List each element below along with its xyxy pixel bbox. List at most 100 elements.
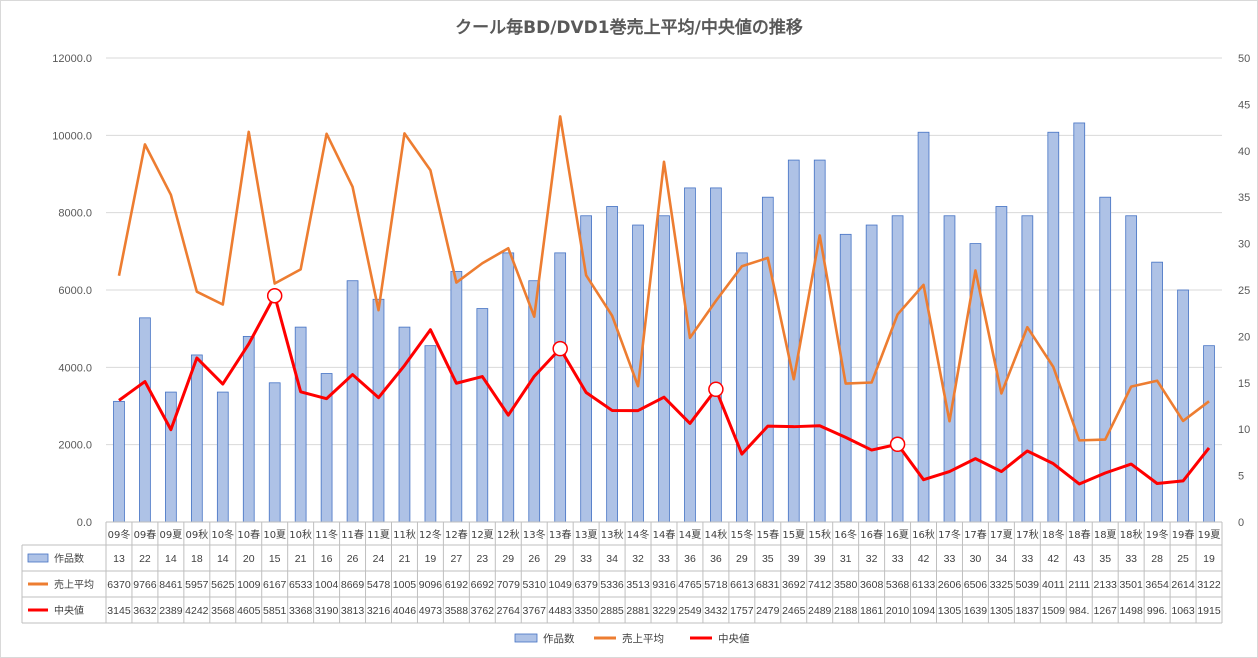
bar-count (113, 400, 125, 523)
category-label: 14夏 (679, 529, 702, 541)
table-cell: 35 (1099, 553, 1111, 565)
legend-key-bar (514, 633, 538, 643)
table-cell: 1049 (549, 579, 573, 591)
table-cell: 4605 (237, 605, 261, 617)
bar-count (1177, 289, 1189, 523)
table-cell: 19 (1203, 553, 1215, 565)
table-cell: 1267 (1094, 605, 1118, 617)
table-cell: 2606 (938, 579, 962, 591)
category-label: 19冬 (1146, 528, 1169, 541)
bar-count (761, 196, 774, 523)
bar-count (554, 252, 567, 523)
table-cell: 29 (502, 553, 514, 565)
bar-count (736, 252, 748, 523)
table-cell: 22 (139, 553, 151, 565)
table-cell: 2614 (1171, 579, 1195, 591)
table-cell: 33 (892, 553, 904, 565)
bar-count (476, 308, 489, 523)
table-cell: 33 (944, 553, 956, 565)
bar-count (502, 252, 515, 523)
table-cell: 1861 (860, 605, 884, 617)
bar-count (398, 326, 411, 523)
table-cell: 3580 (834, 579, 858, 591)
category-label: 11冬 (315, 528, 338, 541)
median-line (118, 294, 1211, 486)
category-label: 15冬 (730, 528, 753, 541)
bar-count (943, 215, 956, 523)
table-cell: 31 (840, 553, 852, 565)
table-cell: 1305 (938, 605, 962, 617)
table-cell: 5718 (704, 579, 728, 591)
table-cell: 26 (528, 553, 540, 565)
table-cell: 3350 (574, 605, 598, 617)
table-cell: 3122 (1197, 579, 1221, 591)
category-label: 13春 (549, 529, 572, 541)
table-cell: 6831 (756, 579, 780, 591)
table-cell: 6692 (471, 579, 495, 591)
right-tick-label: 0 (1238, 517, 1244, 529)
table-cell: 6370 (107, 579, 131, 591)
table-cell: 35 (762, 553, 774, 565)
table-cell: 26 (347, 553, 359, 565)
bar-count (372, 298, 385, 523)
category-label: 18夏 (1094, 529, 1117, 541)
bar-count (995, 206, 1008, 523)
bar-count (424, 345, 437, 523)
table-cell: 1509 (1042, 605, 1066, 617)
left-axis: 0.0 2000.0 4000.0 6000.0 8000.0 10000.0 12000.… (52, 53, 92, 529)
bar-count (710, 187, 722, 523)
table-cell: 5039 (1016, 579, 1040, 591)
right-tick-label: 5 (1238, 471, 1244, 483)
bar-count (1021, 215, 1034, 523)
table-cell: 3568 (211, 605, 235, 617)
bar-count (268, 382, 281, 523)
table-cell: 6133 (912, 579, 936, 591)
table-cell: 1757 (730, 605, 754, 617)
table-cell: 15 (269, 553, 281, 565)
table-cell: 1004 (315, 579, 339, 591)
left-tick-label: 4000.0 (58, 362, 92, 374)
table-cell: 32 (866, 553, 878, 565)
table-cell: 3692 (782, 579, 806, 591)
category-label: 18冬 (1042, 528, 1065, 541)
category-label: 14秋 (705, 528, 728, 541)
category-label: 16夏 (886, 529, 909, 541)
table-cell: 24 (373, 553, 385, 565)
table-cell: 4011 (1042, 579, 1065, 591)
category-label: 13秋 (601, 528, 624, 541)
category-label: 15春 (756, 529, 779, 541)
median-highlight-point (708, 381, 724, 398)
legend-label: 中央値 (718, 632, 750, 645)
table-cell: 2465 (782, 605, 806, 617)
table-cell: 29 (554, 553, 566, 565)
table-cell: 29 (736, 553, 748, 565)
table-cell: 34 (606, 553, 618, 565)
chart-title: クール毎BD/DVD1巻売上平均/中央値の推移 (455, 17, 803, 38)
bar-count (1203, 345, 1215, 523)
table-cell: 39 (814, 553, 826, 565)
left-tick-label: 10000.0 (52, 130, 92, 142)
table-cell: 14 (165, 553, 177, 565)
table-cell: 6167 (263, 579, 287, 591)
category-label: 11秋 (393, 528, 416, 541)
table-cell: 7412 (808, 579, 832, 591)
right-axis: 0 5 10 15 20 25 30 35 40 45 50 (1238, 53, 1250, 529)
category-label: 09夏 (160, 529, 183, 541)
category-label: 19春 (1172, 529, 1195, 541)
row-label: 中央値 (54, 604, 84, 617)
table-cell: 9316 (652, 579, 676, 591)
table-cell: 42 (1047, 553, 1059, 565)
category-label: 11夏 (367, 529, 390, 541)
table-cell: 14 (217, 553, 229, 565)
table-cell: 23 (476, 553, 488, 565)
median-highlight-point (266, 288, 283, 304)
table-cell: 30 (970, 553, 982, 565)
table-cell: 33 (580, 553, 592, 565)
average-line (117, 115, 1210, 442)
table-cell: 3229 (652, 605, 676, 617)
table-cell: 8461 (159, 579, 183, 591)
table-cell: 5310 (523, 579, 547, 591)
table-cell: 3190 (315, 605, 339, 617)
